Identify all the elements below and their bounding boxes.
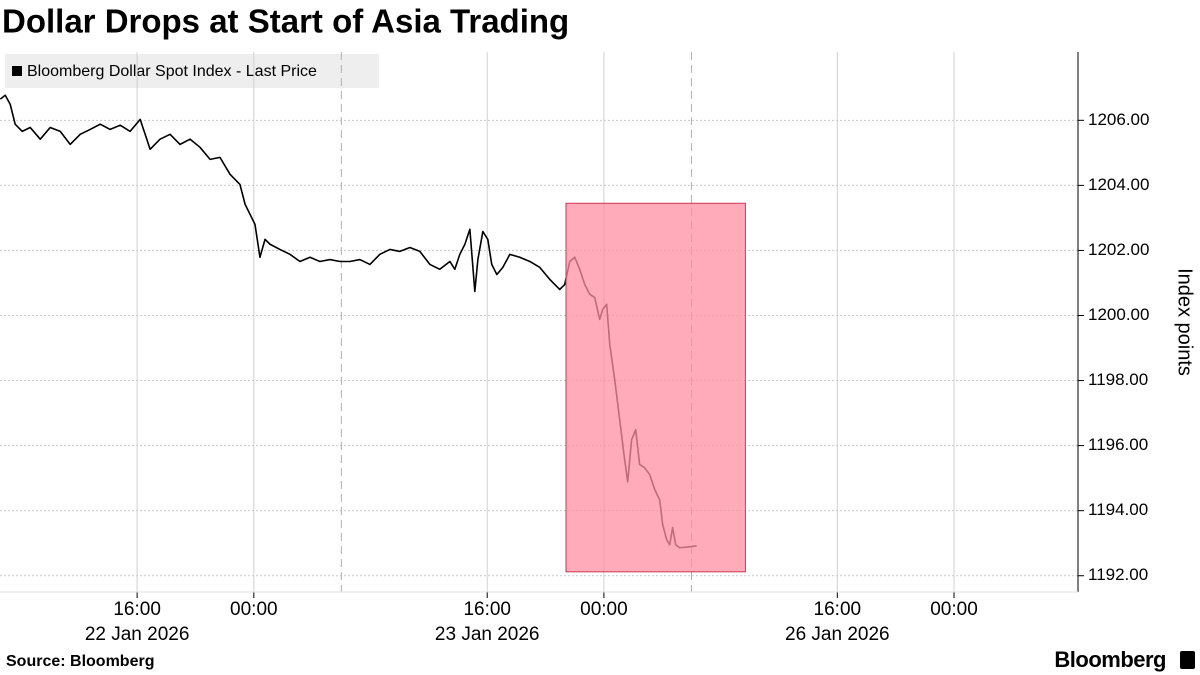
legend-box <box>5 54 379 88</box>
legend-label: Bloomberg Dollar Spot Index - Last Price <box>27 63 317 80</box>
source: Source: Bloomberg <box>6 653 154 670</box>
y-tick-label: 1198.00 <box>1088 370 1148 389</box>
brand: Bloomberg <box>1054 647 1166 672</box>
y-tick-label: 1206.00 <box>1088 110 1149 129</box>
x-tick-label: 00:00 <box>580 599 628 620</box>
y-tick-label: 1196.00 <box>1088 435 1148 454</box>
x-tick-label: 00:00 <box>930 599 978 620</box>
chart-title: Dollar Drops at Start of Asia Trading <box>2 3 569 40</box>
brand-icon <box>1180 651 1195 669</box>
x-tick-label: 16:00 <box>463 599 511 620</box>
y-tick-label: 1202.00 <box>1088 240 1149 259</box>
y-axis-label: Index points <box>1174 268 1196 376</box>
x-tick-label: 00:00 <box>230 599 278 620</box>
x-tick-label: 16:00 <box>113 599 161 620</box>
y-tick-label: 1204.00 <box>1088 175 1149 194</box>
legend-swatch <box>12 66 22 76</box>
x-date-label: 22 Jan 2026 <box>85 624 190 645</box>
y-tick-label: 1200.00 <box>1088 305 1149 324</box>
y-tick-label: 1192.00 <box>1088 565 1148 584</box>
y-tick-label: 1194.00 <box>1088 500 1148 519</box>
highlight <box>565 202 746 573</box>
x-date-label: 23 Jan 2026 <box>435 624 540 645</box>
x-tick-label: 16:00 <box>814 599 862 620</box>
x-date-label: 26 Jan 2026 <box>785 624 890 645</box>
